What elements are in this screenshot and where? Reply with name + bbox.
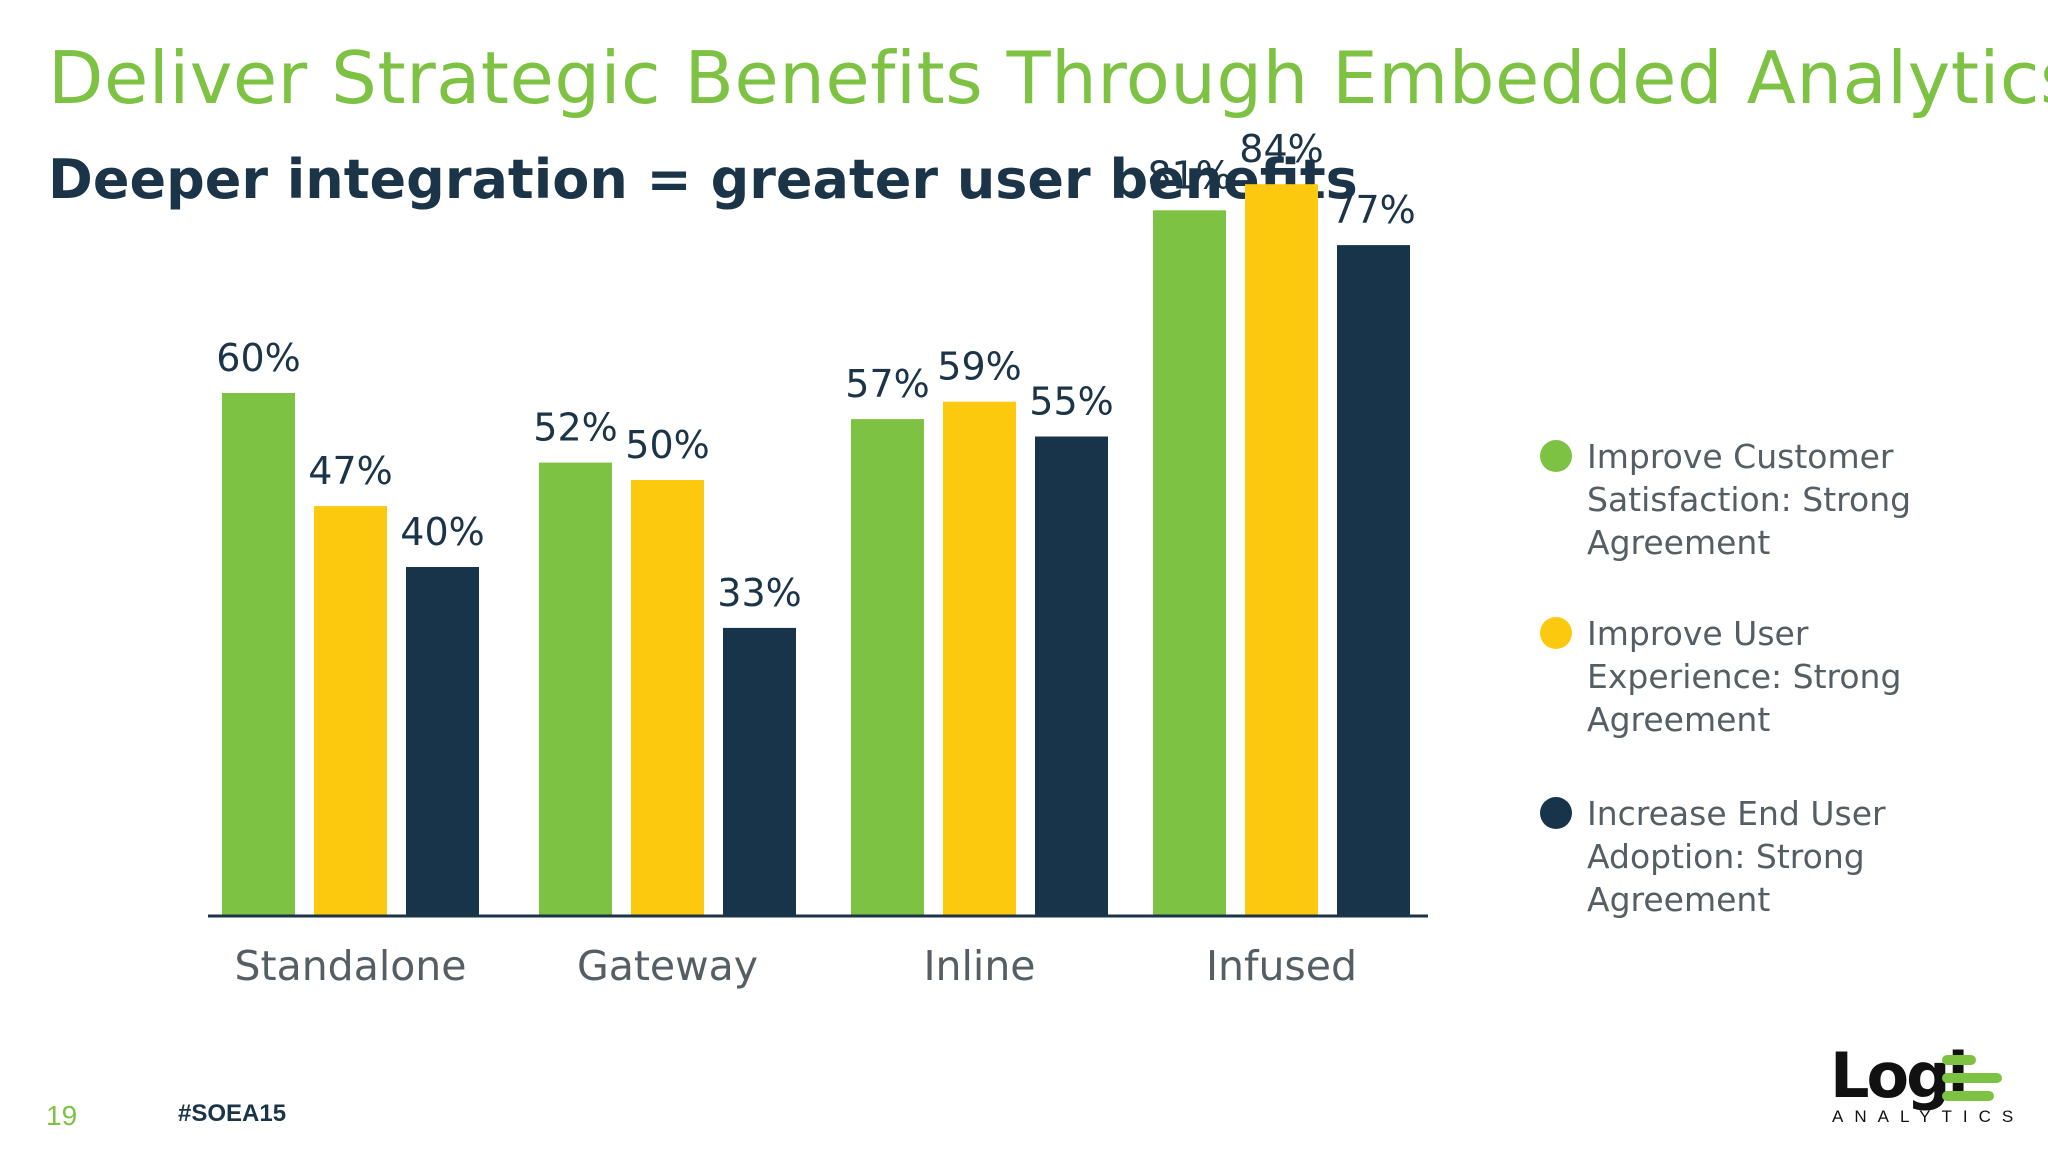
slide-subtitle: Deeper integration = greater user benefi… xyxy=(48,148,1358,211)
bar-inline-series-2 xyxy=(943,401,1016,915)
legend-marker-series-2 xyxy=(1540,617,1572,649)
data-label-gateway-series-1: 52% xyxy=(533,406,617,450)
data-label-inline-series-2: 59% xyxy=(937,345,1021,389)
legend-text-series-3-line-1: Increase End User xyxy=(1587,794,1886,833)
legend-marker-series-3 xyxy=(1540,797,1572,829)
category-label-infused: Infused xyxy=(1206,942,1357,990)
bar-standalone-series-2 xyxy=(314,506,387,915)
bar-inline-series-3 xyxy=(1035,436,1108,915)
logi-analytics-logo: Logi ANALYTICS xyxy=(1830,1045,2030,1127)
data-label-inline-series-1: 57% xyxy=(845,362,929,406)
data-label-infused-series-1: 81% xyxy=(1147,153,1231,197)
bar-infused-series-2 xyxy=(1245,184,1318,915)
slide-title: Deliver Strategic Benefits Through Embed… xyxy=(48,36,2048,120)
logo-subtitle: ANALYTICS xyxy=(1832,1107,2025,1126)
legend-marker-series-1 xyxy=(1540,440,1572,472)
bar-gateway-series-1 xyxy=(539,462,612,915)
category-label-inline: Inline xyxy=(923,942,1035,990)
data-label-inline-series-3: 55% xyxy=(1029,380,1113,424)
bar-inline-series-1 xyxy=(851,419,924,915)
bar-standalone-series-1 xyxy=(222,393,295,915)
data-label-gateway-series-2: 50% xyxy=(625,423,709,467)
data-label-gateway-series-3: 33% xyxy=(717,571,801,615)
legend-text-series-1-line-3: Agreement xyxy=(1587,523,1770,562)
legend-text-series-2-line-3: Agreement xyxy=(1587,700,1770,739)
data-label-standalone-series-1: 60% xyxy=(216,336,300,380)
data-label-infused-series-3: 77% xyxy=(1331,188,1415,232)
category-label-gateway: Gateway xyxy=(577,942,758,990)
logo-lines-icon xyxy=(1942,1055,2002,1109)
data-label-standalone-series-2: 47% xyxy=(308,449,392,493)
bar-gateway-series-2 xyxy=(631,480,704,915)
bar-standalone-series-3 xyxy=(406,567,479,915)
data-label-infused-series-2: 84% xyxy=(1239,127,1323,171)
hashtag: #SOEA15 xyxy=(178,1100,287,1127)
bar-infused-series-3 xyxy=(1337,245,1410,916)
category-label-standalone: Standalone xyxy=(234,942,466,990)
legend-text-series-1-line-2: Satisfaction: Strong xyxy=(1587,480,1911,519)
legend-text-series-3-line-3: Agreement xyxy=(1587,880,1770,919)
page-number: 19 xyxy=(46,1100,78,1131)
legend-text-series-2-line-2: Experience: Strong xyxy=(1587,657,1901,696)
bar-gateway-series-3 xyxy=(723,627,796,915)
data-label-standalone-series-3: 40% xyxy=(400,510,484,554)
bar-infused-series-1 xyxy=(1153,210,1226,916)
legend-text-series-3-line-2: Adoption: Strong xyxy=(1587,837,1865,876)
legend-text-series-2-line-1: Improve User xyxy=(1587,614,1809,653)
legend-text-series-1-line-1: Improve Customer xyxy=(1587,437,1894,476)
